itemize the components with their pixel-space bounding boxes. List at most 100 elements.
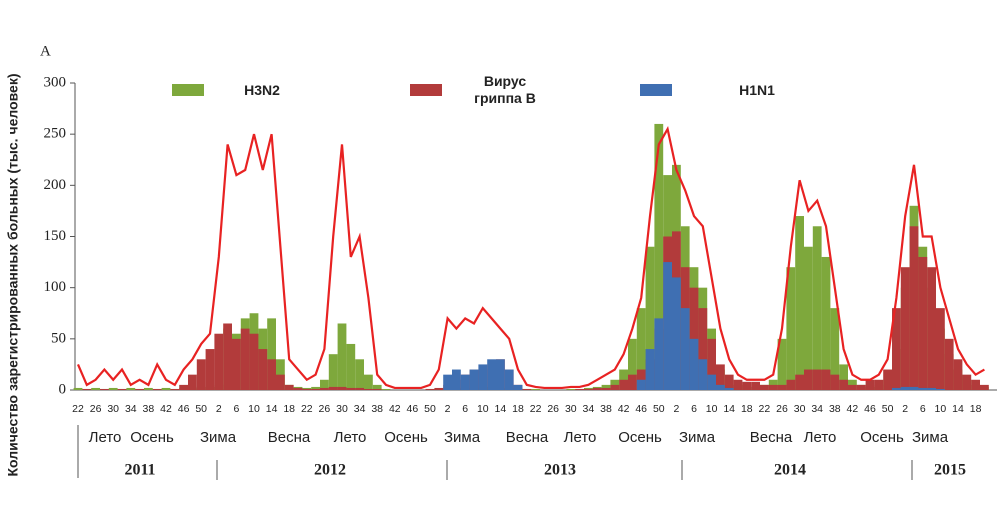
bar bbox=[804, 246, 813, 390]
bar bbox=[909, 386, 919, 390]
bar bbox=[786, 379, 796, 390]
bar bbox=[452, 369, 461, 390]
season-label: Зима bbox=[444, 429, 481, 446]
bar bbox=[337, 323, 347, 390]
season-label: Осень bbox=[384, 429, 428, 446]
y-tick-label: 200 bbox=[44, 177, 67, 193]
x-tick-label: 34 bbox=[125, 403, 137, 415]
bar bbox=[645, 246, 655, 390]
bar bbox=[372, 388, 382, 390]
season-label: Лето bbox=[89, 429, 122, 446]
bar bbox=[821, 369, 831, 390]
x-tick-label: 30 bbox=[336, 403, 348, 415]
bar bbox=[980, 384, 989, 390]
bar bbox=[892, 308, 901, 390]
season-label: Весна bbox=[506, 429, 549, 446]
bar bbox=[522, 388, 532, 390]
x-tick-label: 22 bbox=[301, 403, 313, 415]
legend-label: H1N1 bbox=[739, 81, 775, 98]
year-label: 2013 bbox=[544, 462, 576, 479]
season-label: Весна bbox=[750, 429, 793, 446]
x-tick-label: 42 bbox=[160, 403, 172, 415]
y-axis-label: Количество зарегистрированных больных (т… bbox=[5, 73, 21, 476]
bar bbox=[496, 359, 505, 390]
x-tick-label: 14 bbox=[723, 403, 735, 415]
bar bbox=[434, 387, 444, 390]
bar bbox=[742, 381, 752, 390]
bar bbox=[971, 379, 980, 390]
x-tick-label: 6 bbox=[920, 403, 926, 415]
bar bbox=[716, 384, 725, 390]
bar bbox=[372, 384, 382, 390]
bar bbox=[962, 374, 972, 390]
y-tick-label: 0 bbox=[59, 381, 67, 397]
bar bbox=[144, 387, 153, 390]
bar bbox=[504, 369, 514, 390]
bar bbox=[117, 388, 127, 390]
x-tick-label: 14 bbox=[266, 403, 278, 415]
x-tick-label: 38 bbox=[143, 403, 155, 415]
bar bbox=[311, 388, 320, 390]
bar bbox=[654, 318, 664, 390]
bar bbox=[425, 388, 435, 390]
x-tick-label: 10 bbox=[248, 403, 260, 415]
bar bbox=[724, 374, 734, 390]
bar bbox=[135, 388, 144, 390]
bar bbox=[205, 349, 215, 390]
bar bbox=[689, 287, 699, 390]
season-label: Осень bbox=[860, 429, 904, 446]
x-tick-label: 6 bbox=[691, 403, 697, 415]
year-label: 2012 bbox=[314, 462, 346, 479]
bar bbox=[108, 387, 118, 390]
bar bbox=[795, 374, 804, 390]
bar bbox=[487, 359, 496, 390]
y-tick-label: 250 bbox=[44, 126, 67, 142]
bar bbox=[240, 328, 250, 390]
x-tick-label: 22 bbox=[72, 403, 84, 415]
bar bbox=[126, 387, 136, 390]
panel-label: A bbox=[40, 43, 51, 59]
x-tick-label: 34 bbox=[354, 403, 366, 415]
x-tick-label: 22 bbox=[530, 403, 542, 415]
bar bbox=[751, 381, 760, 390]
bar bbox=[672, 277, 681, 390]
bar bbox=[100, 388, 109, 390]
bar bbox=[663, 262, 672, 390]
bar bbox=[328, 386, 338, 390]
bar bbox=[346, 387, 356, 390]
bar bbox=[196, 359, 206, 390]
bar bbox=[584, 388, 593, 390]
bar bbox=[443, 374, 452, 390]
x-tick-label: 50 bbox=[653, 403, 665, 415]
bar bbox=[830, 308, 840, 390]
legend-swatch bbox=[410, 84, 442, 96]
bar bbox=[381, 388, 391, 390]
x-tick-label: 30 bbox=[565, 403, 577, 415]
bar bbox=[601, 384, 611, 390]
x-tick-label: 26 bbox=[90, 403, 102, 415]
season-label: Зима bbox=[679, 429, 716, 446]
bar bbox=[214, 333, 224, 390]
year-label: 2011 bbox=[124, 462, 155, 479]
bar bbox=[513, 384, 523, 390]
bar bbox=[311, 386, 320, 390]
y-tick-label: 150 bbox=[44, 228, 67, 244]
legend-swatch bbox=[640, 84, 672, 96]
bar bbox=[777, 338, 787, 390]
bar bbox=[276, 374, 285, 390]
bar bbox=[328, 354, 338, 390]
bar bbox=[953, 359, 963, 390]
bar bbox=[839, 364, 848, 390]
bar bbox=[900, 267, 910, 390]
bar bbox=[610, 384, 620, 390]
x-tick-label: 34 bbox=[811, 403, 823, 415]
bar bbox=[927, 387, 936, 390]
y-tick-label: 300 bbox=[44, 74, 67, 90]
x-tick-label: 2 bbox=[673, 403, 679, 415]
x-tick-label: 34 bbox=[583, 403, 595, 415]
bar bbox=[716, 364, 725, 390]
bar bbox=[293, 387, 303, 390]
x-tick-label: 22 bbox=[759, 403, 771, 415]
bar bbox=[232, 338, 241, 390]
